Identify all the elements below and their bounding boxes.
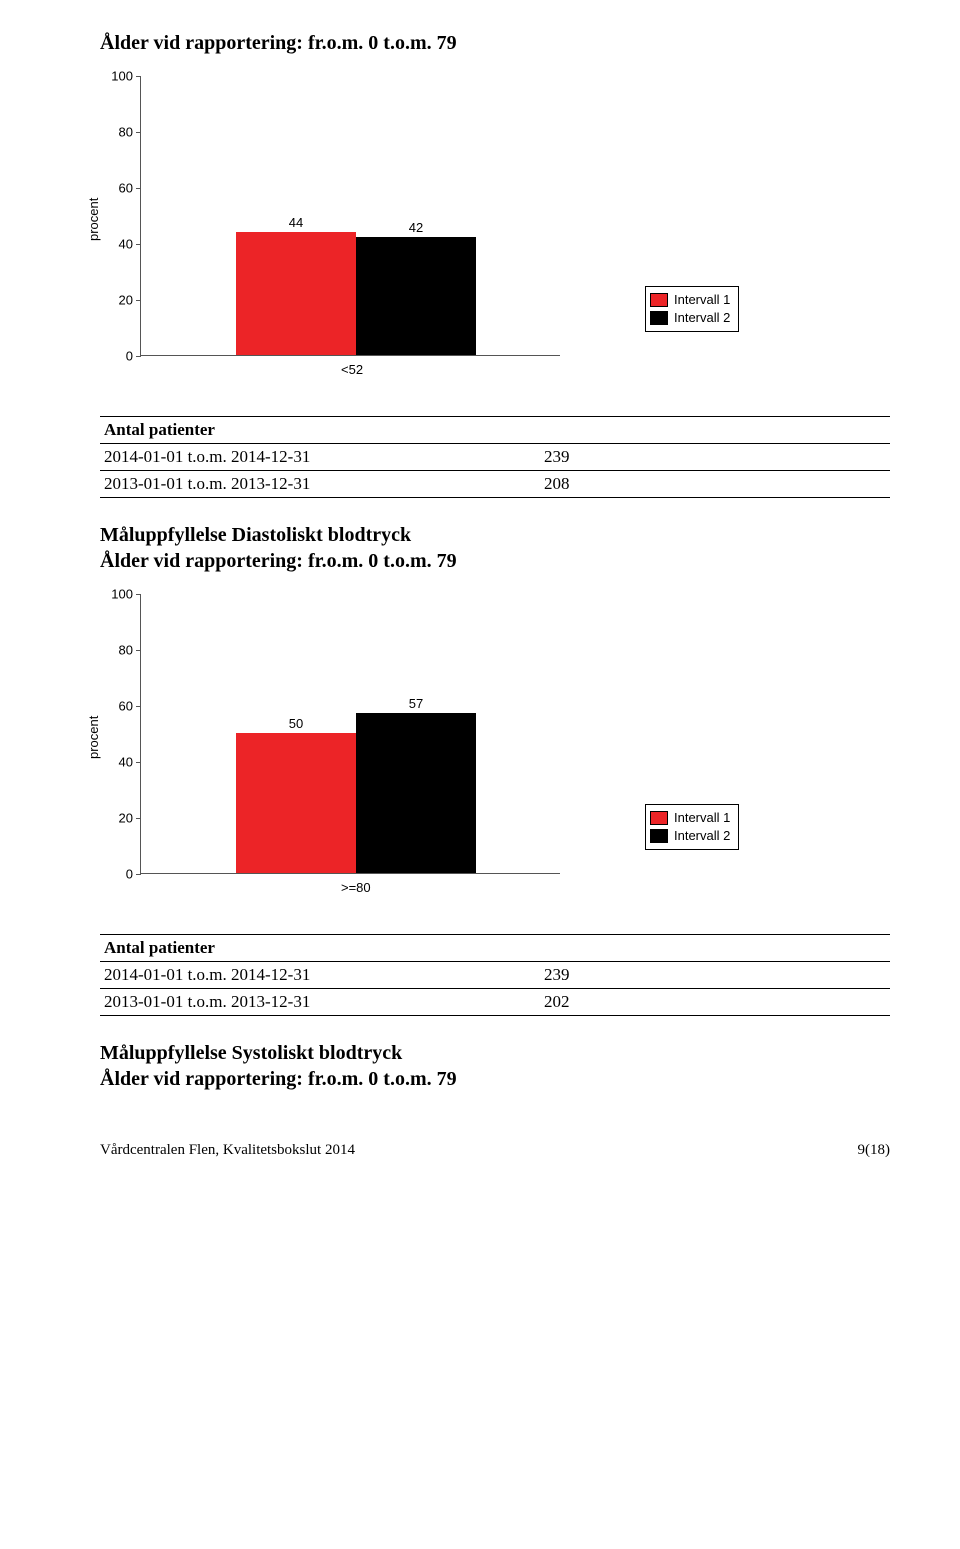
table-cell-label: 2014-01-01 t.o.m. 2014-12-31 bbox=[104, 965, 544, 985]
legend-swatch bbox=[650, 311, 668, 325]
table2-header: Antal patienter bbox=[100, 934, 890, 962]
table-row: 2014-01-01 t.o.m. 2014-12-31 239 bbox=[100, 962, 890, 989]
chart-legend: Intervall 1Intervall 2 bbox=[645, 804, 739, 850]
chart-bar bbox=[236, 232, 356, 355]
table-cell-value: 208 bbox=[544, 474, 886, 494]
table2: Antal patienter 2014-01-01 t.o.m. 2014-1… bbox=[100, 934, 890, 1016]
legend-swatch bbox=[650, 829, 668, 843]
footer-right: 9(18) bbox=[858, 1142, 891, 1159]
heading-line1: Måluppfyllelse Systoliskt blodtryck bbox=[100, 1042, 402, 1064]
bar-value-label: 44 bbox=[236, 215, 356, 230]
table-row: 2013-01-01 t.o.m. 2013-12-31 208 bbox=[100, 471, 890, 498]
bar-value-label: 50 bbox=[236, 716, 356, 731]
page-footer: Vårdcentralen Flen, Kvalitetsbokslut 201… bbox=[100, 1142, 890, 1159]
x-axis-label: >=80 bbox=[341, 880, 371, 895]
legend-label: Intervall 2 bbox=[674, 309, 730, 327]
legend-swatch bbox=[650, 293, 668, 307]
legend-item: Intervall 1 bbox=[650, 809, 730, 827]
legend-label: Intervall 2 bbox=[674, 827, 730, 845]
chart-bar bbox=[356, 237, 476, 355]
ytick-mark bbox=[136, 244, 141, 245]
ytick-mark bbox=[136, 874, 141, 875]
ytick-label: 40 bbox=[103, 755, 133, 770]
table-row: 2013-01-01 t.o.m. 2013-12-31 202 bbox=[100, 989, 890, 1016]
chart2: 020406080100procent5057>=80 Intervall 1In… bbox=[100, 594, 890, 904]
y-axis-label: procent bbox=[86, 198, 101, 241]
heading-line2: Ålder vid rapportering: fr.o.m. 0 t.o.m.… bbox=[100, 1068, 457, 1090]
bar-value-label: 57 bbox=[356, 696, 476, 711]
table-cell-label: 2014-01-01 t.o.m. 2014-12-31 bbox=[104, 447, 544, 467]
x-axis-label: <52 bbox=[341, 362, 363, 377]
y-axis-label: procent bbox=[86, 716, 101, 759]
ytick-mark bbox=[136, 762, 141, 763]
ytick-label: 20 bbox=[103, 293, 133, 308]
chart-plot-area: 020406080100procent4442<52 bbox=[140, 76, 560, 356]
table-cell-value: 202 bbox=[544, 992, 886, 1012]
ytick-mark bbox=[136, 650, 141, 651]
table1: Antal patienter 2014-01-01 t.o.m. 2014-1… bbox=[100, 416, 890, 498]
ytick-label: 0 bbox=[103, 867, 133, 882]
ytick-label: 20 bbox=[103, 811, 133, 826]
legend-item: Intervall 2 bbox=[650, 827, 730, 845]
ytick-mark bbox=[136, 300, 141, 301]
chart-plot-area: 020406080100procent5057>=80 bbox=[140, 594, 560, 874]
legend-item: Intervall 1 bbox=[650, 291, 730, 309]
table-row: 2014-01-01 t.o.m. 2014-12-31 239 bbox=[100, 444, 890, 471]
table-cell-value: 239 bbox=[544, 447, 886, 467]
legend-swatch bbox=[650, 811, 668, 825]
ytick-mark bbox=[136, 706, 141, 707]
footer-left: Vårdcentralen Flen, Kvalitetsbokslut 201… bbox=[100, 1142, 355, 1159]
ytick-label: 0 bbox=[103, 349, 133, 364]
ytick-label: 60 bbox=[103, 699, 133, 714]
ytick-mark bbox=[136, 818, 141, 819]
bar-value-label: 42 bbox=[356, 220, 476, 235]
ytick-label: 80 bbox=[103, 125, 133, 140]
ytick-mark bbox=[136, 356, 141, 357]
chart-bar bbox=[236, 733, 356, 873]
legend-label: Intervall 1 bbox=[674, 809, 730, 827]
table1-header: Antal patienter bbox=[100, 416, 890, 444]
ytick-label: 80 bbox=[103, 643, 133, 658]
heading-line2: Ålder vid rapportering: fr.o.m. 0 t.o.m.… bbox=[100, 550, 457, 572]
ytick-label: 100 bbox=[103, 69, 133, 84]
section2-heading: Måluppfyllelse Diastoliskt blodtryck Åld… bbox=[100, 522, 890, 574]
chart1: 020406080100procent4442<52 Intervall 1Int… bbox=[100, 76, 890, 386]
ytick-mark bbox=[136, 132, 141, 133]
legend-label: Intervall 1 bbox=[674, 291, 730, 309]
section3-heading: Måluppfyllelse Systoliskt blodtryck Ålde… bbox=[100, 1040, 890, 1092]
ytick-label: 100 bbox=[103, 587, 133, 602]
ytick-mark bbox=[136, 76, 141, 77]
section1-heading: Ålder vid rapportering: fr.o.m. 0 t.o.m.… bbox=[100, 30, 890, 56]
ytick-mark bbox=[136, 188, 141, 189]
table-cell-label: 2013-01-01 t.o.m. 2013-12-31 bbox=[104, 474, 544, 494]
table-cell-value: 239 bbox=[544, 965, 886, 985]
table-cell-label: 2013-01-01 t.o.m. 2013-12-31 bbox=[104, 992, 544, 1012]
chart-legend: Intervall 1Intervall 2 bbox=[645, 286, 739, 332]
ytick-mark bbox=[136, 594, 141, 595]
ytick-label: 40 bbox=[103, 237, 133, 252]
ytick-label: 60 bbox=[103, 181, 133, 196]
heading-line1: Måluppfyllelse Diastoliskt blodtryck bbox=[100, 524, 411, 546]
chart-bar bbox=[356, 713, 476, 873]
legend-item: Intervall 2 bbox=[650, 309, 730, 327]
